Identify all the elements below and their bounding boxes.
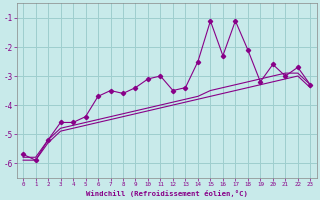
X-axis label: Windchill (Refroidissement éolien,°C): Windchill (Refroidissement éolien,°C): [86, 190, 248, 197]
